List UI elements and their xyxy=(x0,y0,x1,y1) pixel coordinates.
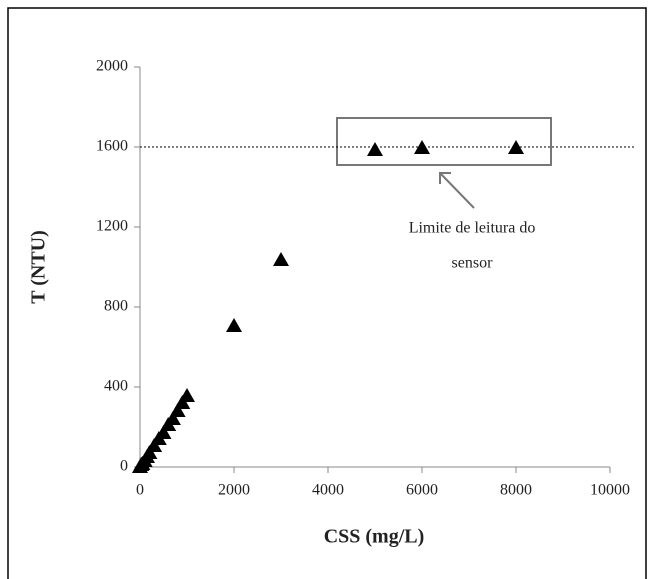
x-tick-label: 0 xyxy=(136,482,144,499)
x-tick-label: 10000 xyxy=(590,482,630,499)
highlight-box xyxy=(336,117,552,166)
y-tick-label: 1600 xyxy=(96,138,128,155)
point xyxy=(273,252,289,266)
x-axis-title: CSS (mg/L) xyxy=(324,526,425,548)
y-tick-label: 1200 xyxy=(96,218,128,235)
x-tick-label: 4000 xyxy=(312,482,344,499)
y-tick-label: 800 xyxy=(104,298,128,315)
point xyxy=(164,411,181,425)
point xyxy=(414,140,430,154)
x-tick-label: 2000 xyxy=(218,482,250,499)
point xyxy=(179,388,195,402)
y-tick-label: 2000 xyxy=(96,58,128,75)
x-tick-label: 8000 xyxy=(500,482,532,499)
point xyxy=(508,140,524,154)
point xyxy=(169,403,186,417)
y-tick-label: 0 xyxy=(120,458,128,475)
point xyxy=(367,142,383,156)
y-axis-title: T (NTU) xyxy=(28,230,50,304)
point xyxy=(226,318,242,332)
frame xyxy=(7,7,647,579)
x-tick-label: 6000 xyxy=(406,482,438,499)
annotation: Limite de leitura do xyxy=(409,220,536,237)
annotation: sensor xyxy=(452,255,494,272)
y-tick-label: 400 xyxy=(104,378,128,395)
point xyxy=(155,425,172,439)
arrow-head xyxy=(439,172,451,184)
arrow-line xyxy=(439,172,475,209)
